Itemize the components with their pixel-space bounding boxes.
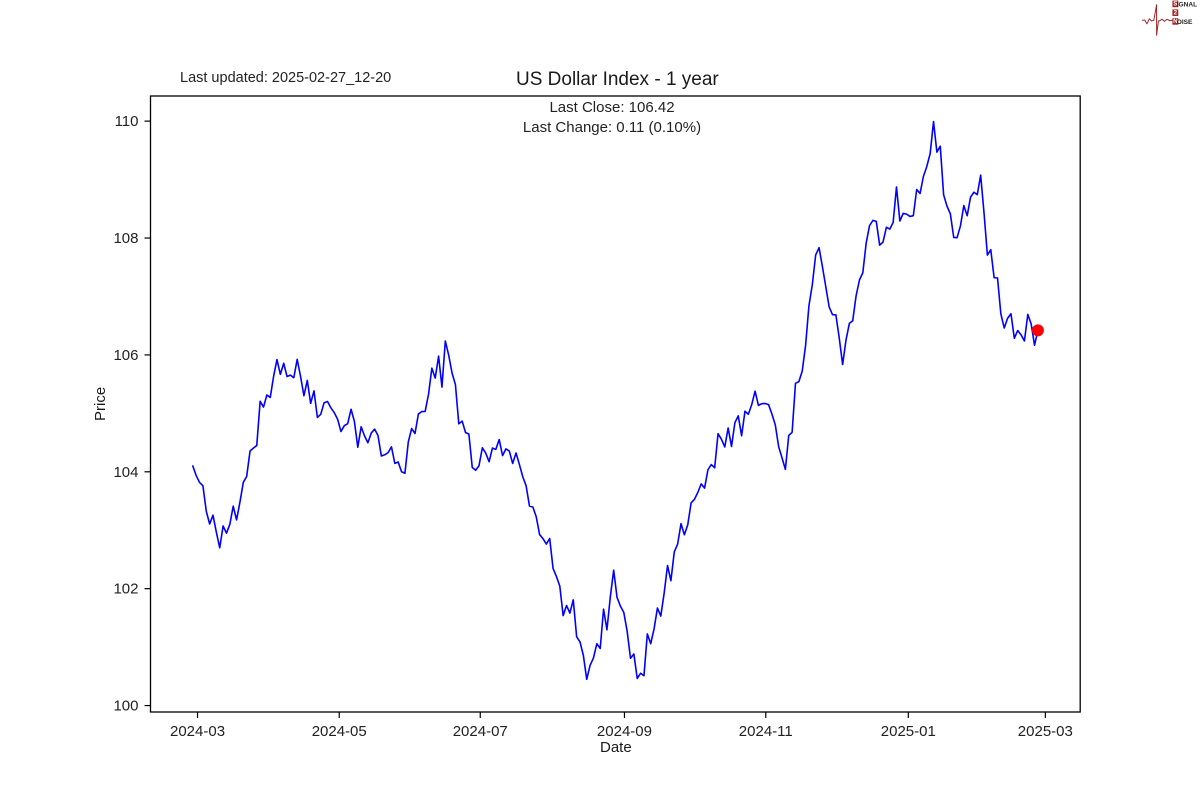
svg-text:110: 110 <box>115 113 139 130</box>
svg-text:2025-03: 2025-03 <box>1018 723 1073 740</box>
svg-text:2025-01: 2025-01 <box>881 723 936 740</box>
svg-text:2024-07: 2024-07 <box>453 723 508 740</box>
svg-text:106: 106 <box>113 347 138 364</box>
svg-text:IGNAL: IGNAL <box>1177 2 1198 9</box>
svg-text:104: 104 <box>113 464 138 481</box>
svg-text:2024-03: 2024-03 <box>170 723 225 740</box>
svg-text:100: 100 <box>113 698 138 715</box>
svg-text:108: 108 <box>113 230 138 247</box>
svg-text:102: 102 <box>113 581 138 598</box>
svg-text:OISE: OISE <box>1177 19 1193 26</box>
svg-text:2024-11: 2024-11 <box>739 723 793 740</box>
svg-text:2: 2 <box>1174 9 1178 16</box>
svg-text:2024-09: 2024-09 <box>597 723 652 740</box>
svg-text:2024-05: 2024-05 <box>312 723 367 740</box>
